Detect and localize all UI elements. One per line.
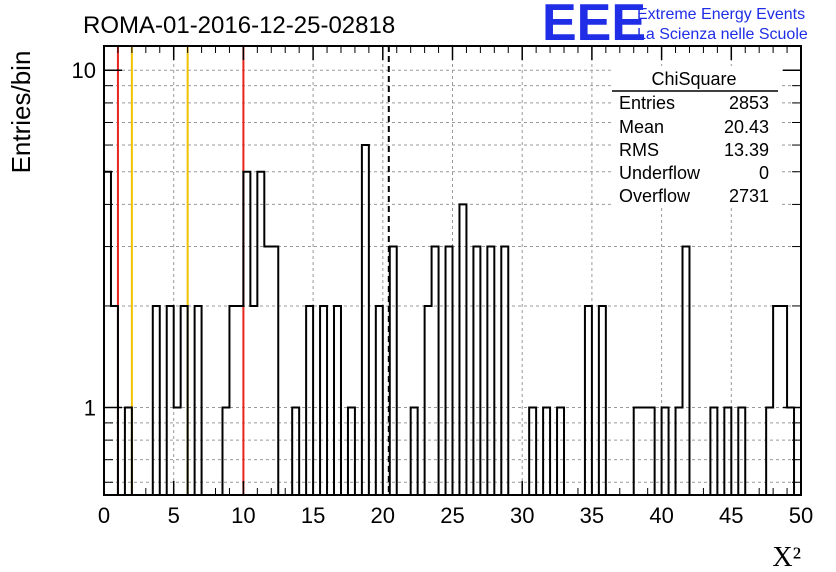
stats-value-entries: 2853	[729, 93, 769, 113]
x-tick-label: 35	[580, 503, 604, 528]
x-tick-label: 0	[98, 503, 110, 528]
stats-value-rms: 13.39	[724, 140, 769, 160]
x-tick-label: 45	[719, 503, 743, 528]
stats-value-mean: 20.43	[724, 117, 769, 137]
stats-box-background	[612, 66, 780, 206]
logo-mark: EEE	[542, 0, 646, 52]
stats-label-underflow: Underflow	[619, 163, 701, 183]
y-tick-label: 10	[72, 58, 96, 83]
x-tick-label: 25	[440, 503, 464, 528]
x-tick-labels: 0 5 10 15 20 25 30 35 40 45 50	[98, 503, 813, 528]
stats-label-mean: Mean	[619, 117, 664, 137]
stats-label-rms: RMS	[619, 140, 659, 160]
logo-line-1: Extreme Energy Events	[637, 6, 805, 23]
x-tick-label: 50	[789, 503, 813, 528]
eee-logo: EEE Extreme Energy Events La Scienza nel…	[542, 0, 808, 52]
y-axis-label: Entries/bin	[6, 51, 36, 174]
axis-ticks	[103, 46, 802, 495]
stats-value-underflow: 0	[759, 163, 769, 183]
x-tick-label: 15	[301, 503, 325, 528]
y-tick-label: 1	[84, 395, 96, 420]
y-tick-labels: 1 10	[72, 58, 96, 420]
stats-label-overflow: Overflow	[619, 186, 691, 206]
x-tick-label: 40	[649, 503, 673, 528]
chart-title: ROMA-01-2016-12-25-02818	[83, 12, 395, 39]
x-tick-label: 30	[510, 503, 534, 528]
logo-line-2: La Scienza nelle Scuole	[637, 26, 808, 43]
stats-title: ChiSquare	[651, 69, 736, 89]
x-tick-label: 10	[231, 503, 255, 528]
x-tick-label: 5	[168, 503, 180, 528]
x-tick-label: 20	[371, 503, 395, 528]
stats-box: ChiSquare Entries 2853 Mean 20.43 RMS 13…	[612, 66, 780, 206]
stats-label-entries: Entries	[619, 93, 675, 113]
x-axis-label: X²	[772, 542, 801, 572]
stats-value-overflow: 2731	[729, 186, 769, 206]
